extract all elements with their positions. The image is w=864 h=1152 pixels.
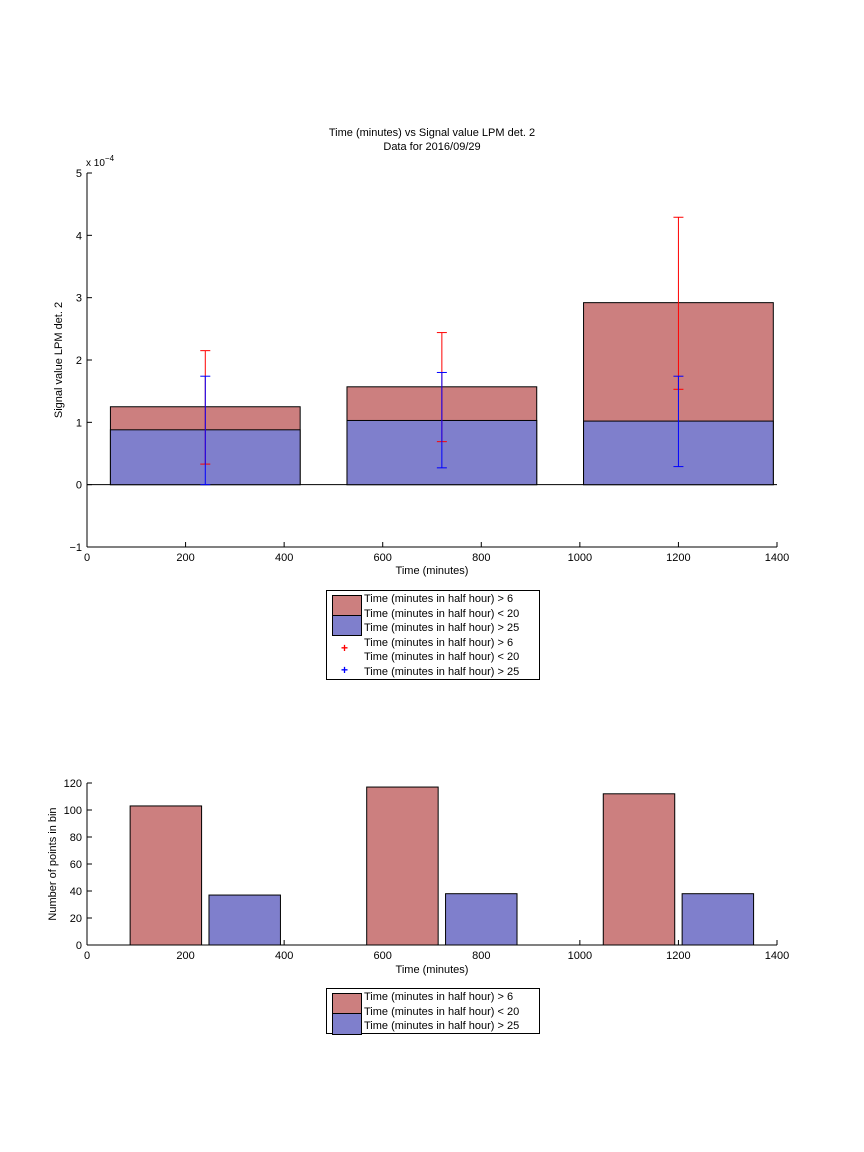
chart1-x-tick-label: 600 — [374, 552, 392, 564]
chart2-bar-red — [602, 793, 676, 946]
chart1-ylabel: Signal value LPM det. 2 — [53, 302, 65, 418]
chart1-xlabel: Time (minutes) — [396, 565, 469, 577]
chart2-legend: Time (minutes in half hour) > 6 Time (mi… — [326, 988, 540, 1035]
chart1-legend: + + Time (minutes in half hour) > 6 Time… — [326, 590, 540, 680]
chart2-x-tick-label: 0 — [84, 950, 90, 962]
chart2-x-tick-label: 1400 — [765, 950, 789, 962]
legend1-entry-2: Time (minutes in half hour) > 25 — [364, 622, 520, 634]
chart1-y-tick-label: 4 — [76, 230, 82, 242]
legend1-entry-4: Time (minutes in half hour) > 25 — [364, 665, 520, 678]
legend1-plus-blue: + — [341, 663, 349, 677]
chart1-x-tick-label: 0 — [84, 552, 90, 564]
chart1-x-tick-label: 200 — [176, 552, 194, 564]
chart1-y-tick-label: 5 — [76, 168, 82, 180]
legend1-plus-red: + — [341, 641, 349, 655]
legend1-entry-3-line-1: Time (minutes in half hour) > 6 — [364, 636, 514, 649]
chart1-x-tick-label: 1000 — [568, 552, 592, 564]
legend1-entry-3-line-2: Time (minutes in half hour) < 20 — [364, 651, 520, 663]
chart2-ylabel: Number of points in bin — [47, 807, 59, 920]
chart1-y-tick-label: 1 — [76, 417, 82, 429]
chart2-bar-blue — [445, 893, 518, 946]
chart2-x-tick-label: 600 — [374, 950, 392, 962]
chart1-y-exponent: x 10−4 — [86, 154, 115, 169]
chart1-title: Time (minutes) vs Signal value LPM det. … — [329, 127, 535, 139]
chart1-y-tick-label: 3 — [76, 293, 82, 305]
legend2-entry-1-line-2: Time (minutes in half hour) < 20 — [364, 1005, 520, 1018]
chart2-x-tick-label: 800 — [472, 950, 490, 962]
chart2-x-tick-label: 1000 — [568, 950, 592, 962]
chart2-y-tick-label: 40 — [70, 886, 82, 898]
chart2-x-tick-label: 400 — [275, 950, 293, 962]
chart2-y-tick-label: 120 — [64, 778, 82, 790]
chart1-y-tick-label: 0 — [76, 480, 82, 492]
legend2-patch-blue — [332, 1013, 362, 1035]
chart1-x-tick-label: 400 — [275, 552, 293, 564]
chart2-y-tick-label: 60 — [70, 859, 82, 871]
chart1-subtitle: Data for 2016/09/29 — [383, 141, 480, 153]
legend1-entry-1-line-1: Time (minutes in half hour) > 6 — [364, 593, 514, 605]
chart2-bar-blue — [681, 893, 755, 946]
chart2-y-tick-label: 0 — [76, 940, 82, 952]
chart2-xlabel: Time (minutes) — [396, 964, 469, 976]
chart1-x-tick-label: 1200 — [666, 552, 690, 564]
chart1-y-tick-label: 2 — [76, 355, 82, 367]
chart2-plot-area: 0 200 400 600 800 1000 1200 1400 0 20 40 60 80 100 120 — [64, 778, 790, 962]
chart2-x-tick-label: 1200 — [666, 950, 690, 962]
chart2-bar-blue — [208, 894, 281, 946]
chart1-y-tick-label: −1 — [69, 542, 82, 554]
chart2-y-tick-label: 80 — [70, 832, 82, 844]
legend2-entry-1-line-1: Time (minutes in half hour) > 6 — [364, 991, 514, 1003]
legend2-entry-2: Time (minutes in half hour) > 25 — [364, 1020, 520, 1032]
chart2-x-tick-label: 200 — [176, 950, 194, 962]
chart2-bar-red — [366, 786, 439, 946]
chart1-x-tick-label: 1400 — [765, 552, 789, 564]
chart2-y-tick-label: 100 — [64, 805, 82, 817]
chart1-x-tick-label: 800 — [472, 552, 490, 564]
legend1-patch-blue — [332, 615, 362, 636]
legend1-entry-1-line-2: Time (minutes in half hour) < 20 — [364, 607, 520, 620]
chart2-y-tick-label: 20 — [70, 913, 82, 925]
chart2-bar-red — [129, 805, 203, 946]
